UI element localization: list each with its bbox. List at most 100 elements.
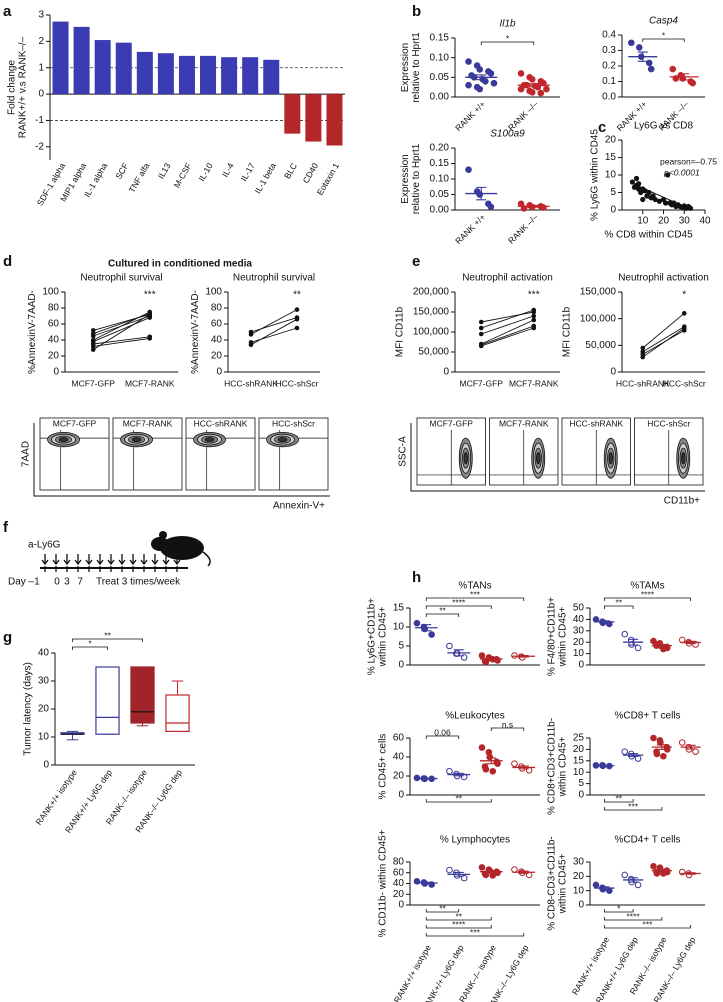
density-contour	[204, 437, 215, 443]
y-axis-label: MFI CD11b	[561, 306, 572, 357]
x-tick-label: IL-17	[239, 161, 257, 183]
y-tick-label: -2	[35, 141, 44, 152]
y-tick-label: 100	[42, 287, 59, 298]
y-tick-label: 20	[573, 637, 585, 648]
data-point	[294, 316, 300, 322]
y-axis-label: % CD8-CD3+CD11b-	[546, 836, 557, 931]
data-point	[248, 342, 254, 348]
bar	[115, 42, 132, 95]
mouse-tail	[202, 551, 211, 567]
data-point	[446, 767, 453, 775]
x-tick-label: CD40	[301, 161, 321, 185]
injection-arrow	[41, 554, 49, 566]
panel-label: d	[3, 253, 12, 270]
mouse-ear	[159, 531, 167, 539]
data-point	[692, 748, 699, 755]
data-point	[629, 179, 635, 185]
y-tick-label: 30	[573, 857, 585, 868]
x-tick-label: 10	[637, 216, 649, 227]
pair-line	[250, 318, 298, 346]
significance-bracket	[642, 38, 685, 42]
y-axis-label: 7AAD	[21, 441, 32, 467]
y-tick-label: 30	[573, 625, 585, 636]
y-tick-label: 0.00	[430, 92, 450, 103]
injection-arrow	[118, 554, 126, 566]
y-tick-label: 0.00	[430, 205, 450, 216]
y-tick-label: 0.05	[430, 189, 450, 200]
y-tick-label: 20	[605, 135, 617, 146]
y-tick-label: 40	[211, 335, 223, 346]
data-point	[621, 748, 629, 755]
data-point	[652, 196, 658, 203]
y-tick-label: 2	[38, 36, 44, 47]
density-contour	[681, 452, 686, 465]
error-bar	[656, 644, 667, 648]
y-tick-label: 40	[573, 614, 585, 625]
y-axis-label: % Ly6G+CD11b+	[366, 598, 377, 675]
chart-title: Neutrophil survival	[233, 273, 315, 284]
injection-arrow	[63, 554, 71, 566]
error-bar	[679, 73, 690, 81]
pair-line	[481, 327, 534, 347]
significance-label: n.s	[502, 719, 513, 729]
data-point	[640, 196, 646, 203]
data-point	[465, 166, 472, 173]
data-point	[669, 65, 677, 73]
y-tick-label: 0.3	[602, 45, 616, 56]
injection-arrow	[85, 554, 93, 566]
y-axis-label: % CD8+CD3+CD11b-	[546, 718, 557, 815]
y-tick-label: 0	[578, 900, 584, 911]
y-tick-label: 40	[38, 648, 50, 659]
data-point	[517, 85, 525, 93]
day-label: 0	[54, 577, 60, 588]
data-point	[633, 175, 640, 182]
error-bar	[476, 186, 487, 201]
flow-plot	[39, 417, 110, 491]
annotation: pearson=–0.75	[660, 156, 717, 166]
x-axis-label: CD11b+	[664, 496, 700, 507]
mouse-body	[160, 536, 204, 560]
y-tick-label: 0	[398, 660, 404, 671]
y-tick-label: 0	[53, 367, 59, 378]
y-tick-label: 40	[393, 878, 405, 889]
chart-title: Neutrophil activation	[462, 273, 553, 284]
y-axis-label: % F4/80+CD11b+	[546, 597, 557, 676]
error-bar	[476, 74, 487, 81]
y-tick-label: 150,000	[580, 287, 617, 298]
y-tick-label: 0	[398, 900, 404, 911]
data-point	[413, 619, 421, 627]
axis-arrow	[33, 423, 330, 497]
y-tick-label: 3	[38, 10, 44, 21]
significance-bracket	[425, 909, 460, 913]
timeline-note: Treat 3 times/week	[96, 577, 181, 588]
data-point	[540, 204, 547, 211]
x-tick-label: RANK +/+	[453, 99, 487, 133]
significance-label: **	[439, 903, 446, 913]
y-tick-label: 25	[573, 733, 585, 744]
flow-plot-label: MCF7-RANK	[123, 418, 173, 428]
x-tick-label: IL-4	[220, 161, 236, 179]
x-axis-label: Annexin-V+	[273, 501, 325, 512]
flow-plot-label: MCF7-GFP	[53, 418, 97, 428]
y-tick-label: 50,000	[418, 347, 449, 358]
significance-label: **	[615, 597, 622, 607]
error-bar	[421, 777, 432, 780]
chart-title: %TAMs	[630, 581, 664, 592]
x-tick-label: SCF	[113, 161, 130, 181]
y-axis-label: % Ly6G within CD45	[589, 129, 600, 221]
error-bar	[528, 83, 539, 88]
data-point	[678, 739, 686, 746]
panel-label: e	[412, 253, 420, 270]
day-label: 7	[77, 577, 83, 588]
y-tick-label: 50	[573, 603, 585, 614]
error-bar	[453, 649, 464, 657]
error-bar	[628, 753, 639, 758]
error-bar	[637, 51, 648, 62]
y-tick-label: 50,000	[585, 340, 616, 351]
pair-line	[481, 315, 534, 335]
data-point	[621, 871, 629, 879]
mouse-icon	[151, 531, 211, 567]
x-tick-label: RANK +/+	[453, 212, 487, 246]
y-tick-label: 80	[211, 303, 223, 314]
flow-plot-label: HCC-shScr	[272, 418, 315, 428]
